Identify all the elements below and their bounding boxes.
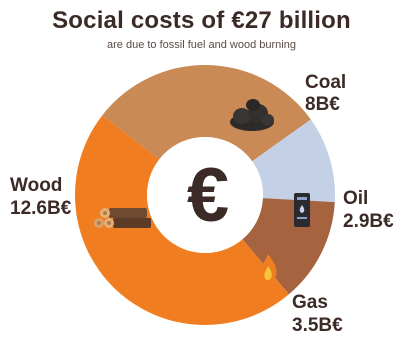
slice-oil [252, 119, 336, 203]
oil-barrel-icon [294, 193, 310, 227]
label-coal-value: 8B€ [305, 94, 340, 115]
slice-coal [102, 65, 311, 162]
label-gas-value: 3.5B€ [292, 315, 343, 336]
slice-gas [242, 198, 335, 295]
donut-hole [147, 137, 263, 253]
wood-logs-icon [94, 208, 151, 228]
euro-symbol: € [187, 153, 229, 238]
label-oil-value: 2.9B€ [343, 211, 394, 232]
coal-pile-icon [230, 99, 274, 131]
label-wood-name: Wood [10, 175, 62, 196]
label-gas-name: Gas [292, 292, 328, 313]
label-oil-name: Oil [343, 188, 368, 209]
label-wood-value: 12.6B€ [10, 198, 72, 219]
slice-wood [74, 115, 289, 325]
gas-flame-icon [259, 254, 277, 282]
chart-subtitle: are due to fossil fuel and wood burning [107, 39, 296, 51]
chart-title: Social costs of €27 billion [52, 7, 351, 34]
label-coal-name: Coal [305, 72, 346, 93]
